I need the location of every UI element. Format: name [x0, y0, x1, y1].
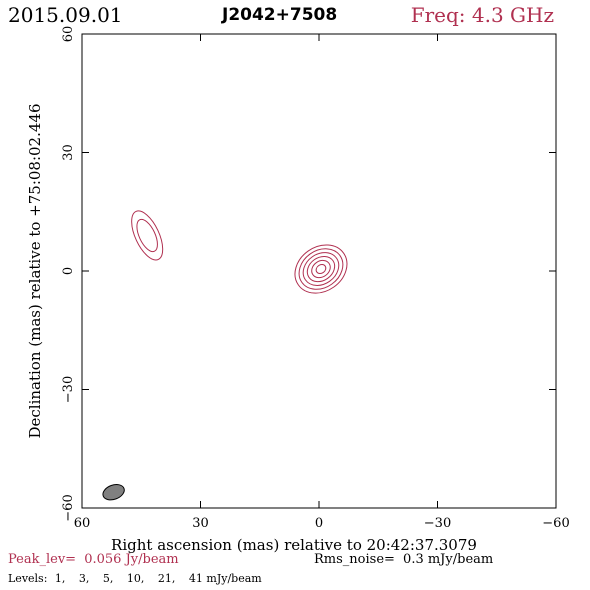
level-value: 41 mJy/beam	[188, 572, 262, 585]
x-axis-title: Right ascension (mas) relative to 20:42:…	[111, 536, 477, 554]
y-axis-title: Declination (mas) relative to +75:08:02.…	[26, 103, 44, 438]
source-name: J2042+7508	[222, 5, 338, 25]
x-tick-label: 60	[74, 516, 91, 531]
level-value: 21,	[157, 572, 176, 585]
axis-ticks	[81, 33, 557, 509]
plot-header: 2015.09.01 J2042+7508 Freq: 4.3 GHz	[0, 0, 590, 30]
peak-level: Peak_lev= 0.056 Jy/beam	[8, 552, 179, 567]
contour-line	[311, 259, 331, 279]
y-tick-label: 0	[61, 267, 76, 275]
x-tick-label: −60	[542, 516, 569, 531]
contour-layer	[131, 210, 348, 294]
contour-line	[131, 210, 164, 261]
rms-noise-value: 0.3 mJy/beam	[403, 552, 494, 567]
rms-noise: Rms_noise= 0.3 mJy/beam	[314, 552, 493, 567]
x-tick-label: 0	[315, 516, 323, 531]
levels-label: Levels:	[8, 572, 48, 585]
y-tick-label: 60	[61, 26, 76, 43]
beam-ellipse	[102, 484, 125, 501]
y-tick-label: 30	[61, 144, 76, 161]
peak-level-value: 0.056 Jy/beam	[84, 552, 179, 567]
rms-noise-label: Rms_noise=	[314, 552, 395, 567]
contour-levels: Levels: 1, 3, 5, 10, 21, 41 mJy/beam	[8, 572, 272, 585]
plot-frame	[81, 33, 557, 509]
contour-line	[302, 252, 340, 286]
observation-date: 2015.09.01	[8, 3, 123, 27]
level-value: 1,	[54, 572, 66, 585]
x-tick-label: 30	[192, 516, 209, 531]
y-tick-label: −30	[61, 376, 76, 403]
peak-level-label: Peak_lev=	[8, 552, 77, 567]
y-tick-label: −60	[61, 494, 76, 521]
contour-line	[315, 264, 327, 275]
level-value: 3,	[78, 572, 90, 585]
contour-line	[298, 248, 344, 290]
beam-layer	[102, 484, 125, 501]
level-value: 5,	[102, 572, 114, 585]
frequency-label: Freq: 4.3 GHz	[410, 3, 554, 27]
contour-line	[136, 218, 158, 253]
contour-line	[294, 244, 348, 294]
level-value: 10,	[126, 572, 145, 585]
x-tick-label: −30	[424, 516, 451, 531]
contour-line	[306, 255, 336, 283]
